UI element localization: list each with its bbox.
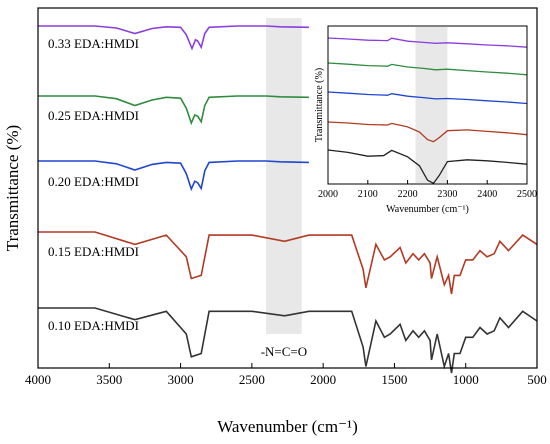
- main-x-ticks: 4000 3500 3000 2500 2000 1500 1000 500: [25, 363, 547, 387]
- nco-annotation: -N=C=O: [261, 344, 307, 359]
- inset-x-tick-label-5: 2500: [517, 189, 537, 200]
- main-plot: 0.33 EDA:HMDI 0.25 EDA:HMDI 0.20 EDA:HMDI 0…: [3, 7, 547, 436]
- series-line-0: [38, 25, 309, 51]
- main-x-tick-label-3: 2500: [239, 372, 265, 387]
- series-line-1: [38, 95, 309, 126]
- series-label-2: 0.20 EDA:HMDI: [48, 174, 139, 189]
- main-y-axis-label: Transmittance (%): [3, 125, 22, 251]
- inset-x-axis-label: Wavenumber (cm⁻¹): [386, 204, 469, 215]
- main-x-axis-label: Wavenumber (cm⁻¹): [217, 417, 358, 436]
- inset-x-tick-label-0: 2000: [318, 189, 338, 200]
- inset-x-tick-label-3: 2300: [437, 189, 457, 200]
- inset-x-tick-label-1: 2100: [358, 189, 378, 200]
- series-line-3: [38, 231, 538, 295]
- inset-x-tick-label-2: 2200: [398, 189, 418, 200]
- series-label-3: 0.15 EDA:HMDI: [48, 244, 139, 259]
- inset-plot-frame: [327, 25, 528, 185]
- inset-series-group: [327, 37, 528, 185]
- nco-highlight-band: [266, 18, 302, 334]
- inset-x-tick-label-4: 2400: [477, 189, 497, 200]
- inset-series-line-3: [327, 121, 528, 143]
- inset-series-line-4: [327, 149, 528, 185]
- series-line-4: [38, 307, 538, 374]
- inset-plot: 2000 2100 2200 2300 2400 2500 Wavenumber (cm⁻…: [314, 25, 537, 215]
- inset-series-line-2: [327, 91, 528, 105]
- main-series-labels: 0.33 EDA:HMDI 0.25 EDA:HMDI 0.20 EDA:HMDI 0…: [48, 36, 139, 333]
- main-x-tick-label-2: 3000: [168, 372, 194, 387]
- series-label-1: 0.25 EDA:HMDI: [48, 108, 139, 123]
- series-line-2: [38, 160, 309, 192]
- main-series-group: [38, 25, 538, 374]
- main-x-tick-label-7: 500: [527, 372, 547, 387]
- main-x-tick-label-5: 1500: [381, 372, 407, 387]
- main-x-tick-label-6: 1000: [453, 372, 479, 387]
- series-label-0: 0.33 EDA:HMDI: [48, 36, 139, 51]
- main-x-tick-label-1: 3500: [96, 372, 122, 387]
- inset-x-ticks: 2000 2100 2200 2300 2400 2500: [318, 180, 537, 200]
- inset-series-line-0: [327, 37, 528, 48]
- inset-highlight-band: [415, 27, 448, 183]
- main-x-tick-label-0: 4000: [25, 372, 51, 387]
- main-plot-frame: [37, 7, 538, 369]
- inset-series-line-1: [327, 62, 528, 76]
- main-x-tick-label-4: 2000: [310, 372, 336, 387]
- series-label-4: 0.10 EDA:HMDI: [48, 318, 139, 333]
- inset-y-axis-label: Transmittance (%): [314, 68, 325, 142]
